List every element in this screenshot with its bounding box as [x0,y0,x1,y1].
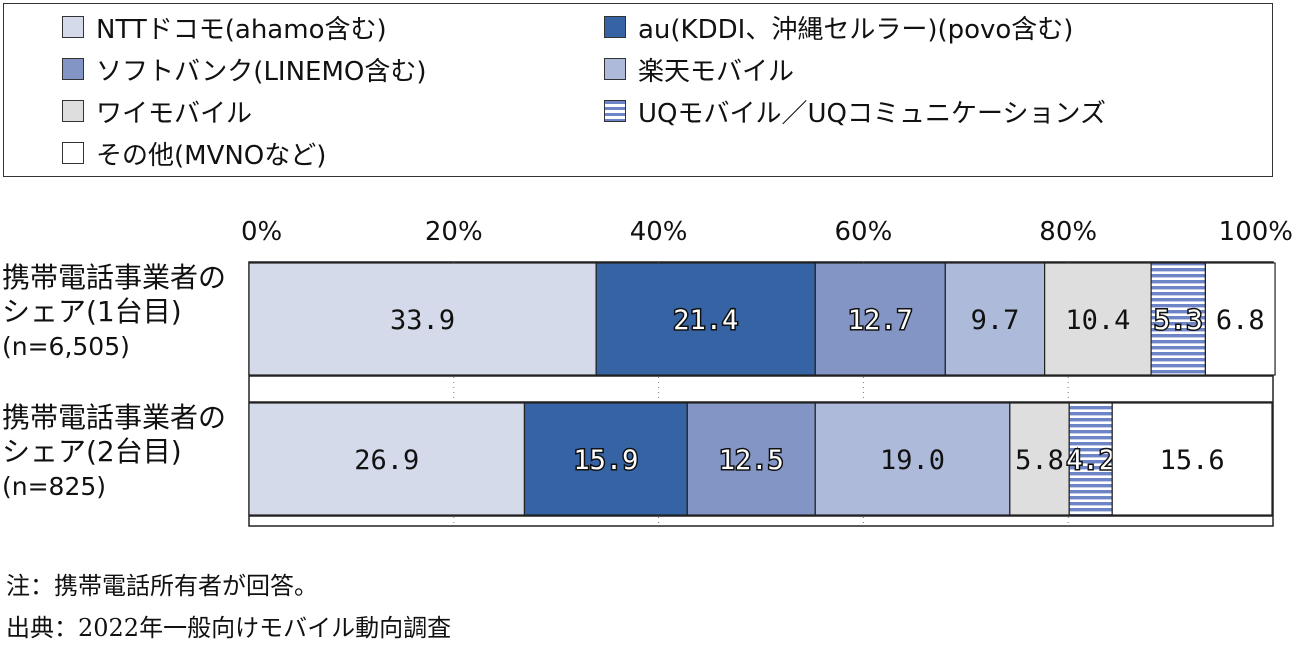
legend-swatch [62,100,84,122]
data-label: 26.9 [354,445,419,476]
bar-segment [686,402,816,516]
bar-segment [1068,402,1113,516]
data-label: 5.8 [1015,445,1064,476]
legend-swatch [62,142,84,164]
bar-segment [523,402,688,516]
legend-swatch [62,16,84,38]
bar-segment [1009,402,1070,516]
bar-segment [1204,262,1276,376]
legend-item: au(KDDI、沖縄セルラー)(povo含む) [604,12,1073,45]
data-label: 4.2 [1066,445,1115,476]
bar-segment [944,262,1046,376]
legend-swatch [62,58,84,80]
data-label: 10.4 [1065,305,1130,336]
data-label: 12.7 [848,305,913,336]
category-label: シェア(1台目) [2,295,182,328]
legend-label: その他(MVNOなど) [96,140,327,171]
legend-item: NTTドコモ(ahamo含む) [62,12,387,45]
category-label: シェア(2台目) [2,435,182,468]
bar-segment [1150,262,1207,376]
category-label: (n=825) [2,472,106,501]
category-label: (n=6,505) [2,332,130,361]
data-label: 6.8 [1216,305,1265,336]
legend-item: 楽天モバイル [604,54,794,87]
legend-label: NTTドコモ(ahamo含む) [96,14,387,45]
chart-legend: NTTドコモ(ahamo含む) au(KDDI、沖縄セルラー)(povo含む) ソフ… [3,3,1273,177]
legend-swatch [604,58,626,80]
data-label: 9.7 [971,305,1020,336]
x-tick-label: 100% [1219,217,1293,247]
category-label: 携帯電話事業者の [2,261,226,294]
legend-item: UQモバイル／UQコミュニケーションズ [604,96,1106,129]
legend-item: ワイモバイル [62,96,252,129]
data-label: 15.6 [1160,445,1225,476]
bar-segment [814,402,1011,516]
data-label: 33.9 [390,305,455,336]
legend-swatch [604,16,626,38]
chart-note: 注：携帯電話所有者が回答。 [6,572,318,600]
data-label: 21.4 [673,305,738,336]
bar-segment [248,262,597,376]
legend-label: 楽天モバイル [638,56,795,87]
bar-segment [1111,402,1273,516]
data-label: 15.9 [573,445,638,476]
bar-segment [248,402,526,516]
legend-item: その他(MVNOなど) [62,138,326,171]
legend-label: ソフトバンク(LINEMO含む) [96,56,427,87]
x-tick-label: 40% [630,217,688,247]
data-label: 5.3 [1154,305,1203,336]
x-tick-label: 60% [835,217,893,247]
category-label: 携帯電話事業者の [2,401,226,434]
x-tick-label: 80% [1039,217,1097,247]
chart-source: 出典：2022年一般向けモバイル動向調査 [6,614,452,642]
data-label: 19.0 [880,445,945,476]
legend-label: ワイモバイル [96,98,253,129]
legend-swatch [604,100,626,122]
legend-item: ソフトバンク(LINEMO含む) [62,54,427,87]
bar-segment [814,262,946,376]
bar-segment [595,262,816,376]
legend-label: au(KDDI、沖縄セルラー)(povo含む) [638,14,1074,45]
x-tick-label: 20% [425,217,483,247]
x-tick-label: 0% [241,217,282,247]
legend-label: UQモバイル／UQコミュニケーションズ [638,98,1106,129]
data-label: 12.5 [719,445,784,476]
